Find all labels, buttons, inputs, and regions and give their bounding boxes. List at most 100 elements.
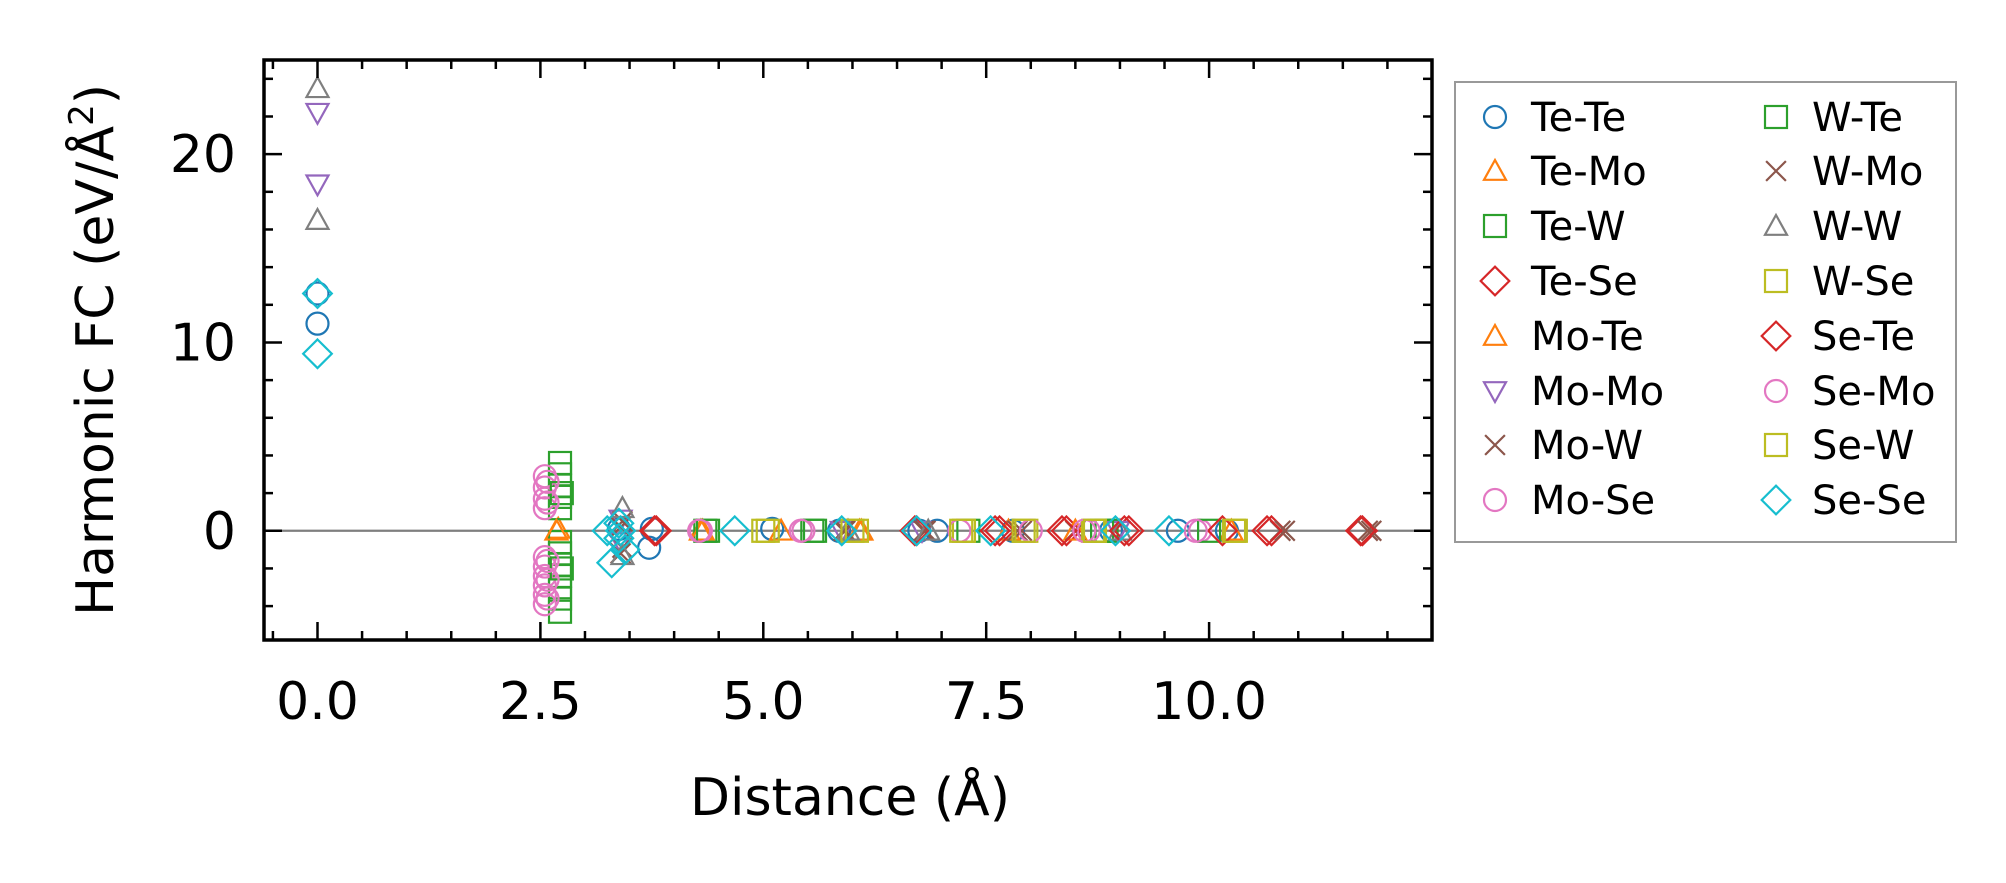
data-point <box>768 517 794 541</box>
series-se-w <box>751 518 1247 543</box>
legend-marker <box>1763 104 1789 130</box>
data-point <box>1221 518 1247 543</box>
data-point <box>1108 514 1141 547</box>
legend-label: W-Mo <box>1812 149 1923 195</box>
data-point <box>1062 517 1089 541</box>
x-tick-label: 5.0 <box>722 672 805 732</box>
data-point <box>840 518 865 543</box>
legend-marker <box>1482 322 1508 346</box>
data-point <box>547 599 573 624</box>
data-point <box>1357 520 1379 542</box>
data-marks <box>301 74 1383 624</box>
legend-label: Te-Mo <box>1530 149 1647 195</box>
data-point <box>595 546 628 579</box>
data-point <box>900 514 933 547</box>
legend-label: Se-Mo <box>1812 369 1935 415</box>
data-point <box>1251 514 1283 547</box>
data-point <box>609 533 641 566</box>
legend-label: Mo-Te <box>1531 314 1644 360</box>
plot-area <box>262 58 1434 642</box>
data-point <box>535 586 560 611</box>
data-point <box>974 514 1007 547</box>
legend-marker <box>1760 320 1792 352</box>
data-point <box>949 518 974 543</box>
y-axis-title-close: ) <box>66 84 126 104</box>
series-se-te <box>640 514 1377 547</box>
data-point <box>603 507 635 540</box>
data-point <box>640 514 673 547</box>
data-point <box>1360 520 1383 542</box>
data-point <box>304 102 331 126</box>
data-point <box>305 281 330 306</box>
x-tick-labels: 0.0 2.5 5.0 7.5 10.0 <box>276 672 1267 732</box>
legend-label: Te-Te <box>1530 95 1626 141</box>
data-point <box>788 518 813 543</box>
data-point <box>983 514 1016 547</box>
axes-frame <box>262 58 1434 642</box>
data-point <box>535 469 560 494</box>
data-point <box>547 586 573 611</box>
series-se-se <box>301 277 1185 579</box>
legend-markers <box>1479 104 1792 516</box>
legend-marker <box>1763 268 1789 294</box>
data-point <box>1196 518 1222 543</box>
axis-ticks <box>264 60 1434 640</box>
legend-label: Mo-Se <box>1531 478 1655 524</box>
legend-marker <box>1763 378 1789 404</box>
x-tick-label: 10.0 <box>1151 672 1267 732</box>
x-tick-label: 7.5 <box>945 672 1028 732</box>
x-tick-label: 2.5 <box>499 672 582 732</box>
y-axis-title: Harmonic FC (eV/Å2) <box>62 84 126 616</box>
data-point <box>1206 514 1239 547</box>
data-point <box>535 567 560 592</box>
data-point <box>638 514 671 547</box>
data-point <box>915 517 942 541</box>
legend-marker <box>1763 212 1789 236</box>
data-point <box>751 518 776 543</box>
legend-label: Te-Se <box>1530 259 1638 305</box>
data-point <box>604 514 637 547</box>
data-point <box>1153 514 1185 547</box>
legend-marker <box>1763 432 1789 458</box>
legend-label: Se-Te <box>1812 314 1915 360</box>
legend-column-left: Te-Te Te-Mo Te-W Te-Se Mo-Te Mo-Mo Mo-W … <box>1530 95 1664 524</box>
data-point <box>718 514 751 547</box>
data-point <box>301 337 334 370</box>
data-point <box>1082 518 1108 543</box>
data-point <box>304 206 331 230</box>
legend-label: W-Te <box>1812 95 1903 141</box>
data-point <box>1046 514 1078 547</box>
data-point <box>1011 518 1036 543</box>
data-point <box>532 486 557 511</box>
legend-marker <box>1482 487 1508 513</box>
legend-frame <box>1454 81 1957 543</box>
data-point <box>1006 520 1029 542</box>
y-axis-title-superscript: 2 <box>62 104 102 126</box>
data-point <box>1274 520 1296 542</box>
y-axis-title-main: Harmonic FC (eV/Å <box>64 125 126 616</box>
legend-label: Te-W <box>1530 204 1626 250</box>
legend-marker <box>1484 434 1506 456</box>
data-point <box>825 514 858 547</box>
data-point <box>687 518 712 543</box>
legend-marker <box>1482 157 1508 181</box>
y-tick-label: 0 <box>203 502 236 562</box>
x-tick-label: 0.0 <box>276 672 359 732</box>
data-point <box>543 517 570 541</box>
data-point <box>1099 514 1132 547</box>
y-tick-label: 20 <box>170 125 236 185</box>
y-tick-labels: 0 10 20 <box>170 125 236 562</box>
legend-marker <box>1765 160 1787 182</box>
data-point <box>301 277 334 310</box>
data-point <box>535 548 560 574</box>
legend-label: Mo-W <box>1531 423 1643 469</box>
data-point <box>304 174 331 198</box>
data-point <box>1050 514 1083 547</box>
legend-marker <box>1479 265 1511 297</box>
legend-marker <box>1482 381 1508 405</box>
legend-marker <box>1482 213 1508 239</box>
x-axis-title: Distance (Å) <box>690 766 1010 828</box>
data-point <box>305 311 330 336</box>
legend-label: Mo-Mo <box>1531 369 1664 415</box>
